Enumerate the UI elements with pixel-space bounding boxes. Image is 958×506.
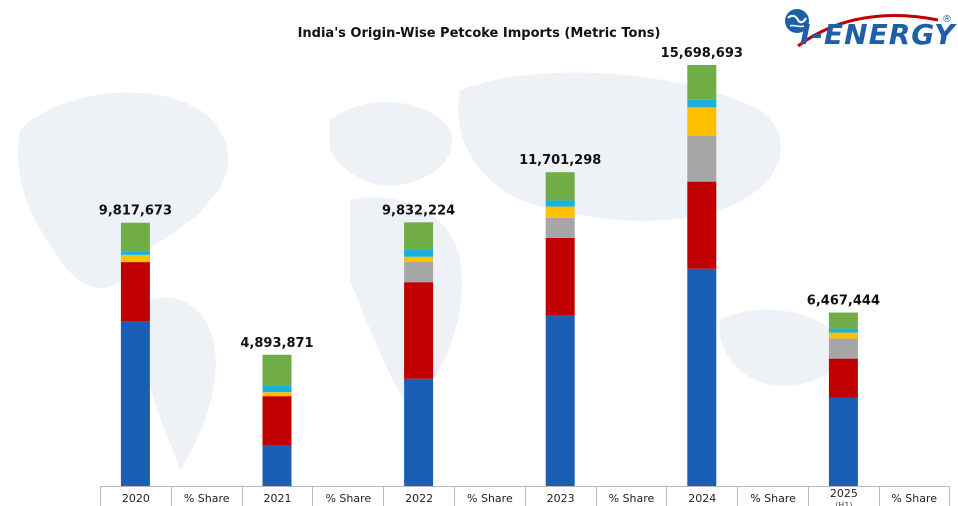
- registered-mark: ®: [942, 14, 952, 25]
- x-tick-label: 2023: [524, 487, 596, 506]
- bar-segment-2022-s1: [404, 378, 434, 486]
- bar-segment-2023-s5: [545, 200, 575, 207]
- x-tick-text: 2024: [688, 492, 717, 505]
- x-tick-label: % Share: [170, 487, 242, 506]
- total-label-2022: 9,832,224: [382, 203, 455, 218]
- x-tick-text: 2025: [829, 487, 858, 500]
- bar-segment-2025-s3: [828, 338, 858, 359]
- bar-segment-2024-s2: [687, 181, 717, 269]
- x-tick-label: 2024: [666, 487, 737, 506]
- x-tick-label: % Share: [312, 487, 383, 506]
- bar-segment-2022-s4: [404, 256, 434, 263]
- bar-segment-2023-s6: [545, 172, 575, 201]
- bar-segment-2025-s4: [828, 332, 858, 339]
- total-label-2023: 11,701,298: [519, 153, 601, 168]
- bar-segment-2024-s5: [687, 99, 717, 108]
- bar-segment-2024-s6: [687, 65, 717, 100]
- x-tick-text: % Share: [608, 492, 655, 505]
- bar-segment-2021-s4: [262, 392, 292, 397]
- bar-segment-2025-s2: [828, 358, 858, 398]
- total-label-2025: 6,467,444: [807, 294, 880, 309]
- x-tick-text: 2023: [546, 492, 575, 505]
- chart-title: India's Origin-Wise Petcoke Imports (Met…: [297, 26, 661, 41]
- x-tick-text: % Share: [891, 492, 938, 505]
- total-label-2020: 9,817,673: [99, 204, 172, 219]
- logo-swoosh: [797, 14, 939, 48]
- x-tick-text: 2020: [121, 492, 150, 505]
- bar-segment-2023-s4: [545, 206, 575, 218]
- bar-segment-2025-s6: [828, 312, 858, 329]
- x-tick-label: % Share: [595, 487, 667, 506]
- total-label-2021: 4,893,871: [240, 336, 313, 351]
- x-tick-text: % Share: [183, 492, 230, 505]
- x-tick-text: 2022: [405, 492, 434, 505]
- bar-segment-2021-s1: [262, 445, 292, 486]
- bar-segment-2022-s5: [404, 249, 434, 257]
- x-tick-label: % Share: [453, 487, 525, 506]
- bar-segment-2020-s1: [120, 321, 150, 486]
- bar-segment-2021-s2: [262, 396, 292, 446]
- x-tick-label: 2025 (H1): [807, 487, 879, 506]
- bar-segment-2020-s5: [120, 251, 150, 255]
- logo-text: I-ENERGY: [800, 18, 956, 51]
- i-energy-logo: I-ENERGY ®: [778, 6, 958, 66]
- x-tick-label: % Share: [878, 487, 950, 506]
- x-tick-subtext: (H1): [835, 501, 853, 506]
- x-tick-text: 2021: [263, 492, 292, 505]
- bar-segment-2024-s3: [687, 136, 717, 182]
- x-tick-text: % Share: [467, 492, 513, 505]
- bar-segment-2023-s2: [545, 237, 575, 316]
- bar-segment-2024-s1: [687, 268, 717, 486]
- x-tick-label: 2020: [100, 487, 171, 506]
- bar-segment-2020-s2: [120, 262, 150, 322]
- x-tick-text: % Share: [750, 492, 796, 505]
- bar-segment-2025-s5: [828, 328, 858, 333]
- x-axis: 2020 % Share 2021 % Share 2022 % Share 2023 % S…: [100, 486, 950, 506]
- globe-icon: [785, 9, 809, 33]
- bar-segment-2022-s3: [404, 262, 434, 283]
- bar-segment-2023-s1: [545, 315, 575, 486]
- bar-segment-2022-s6: [404, 222, 434, 250]
- x-tick-text: % Share: [325, 492, 372, 505]
- total-label-2024: 15,698,693: [661, 46, 743, 61]
- bar-segment-2021-s6: [262, 354, 292, 386]
- x-tick-label: 2021: [241, 487, 313, 506]
- bar-segment-2024-s4: [687, 107, 717, 137]
- bar-segment-2023-s3: [545, 217, 575, 238]
- x-tick-label: % Share: [737, 487, 808, 506]
- bar-segment-2022-s2: [404, 282, 434, 379]
- x-tick-label: 2022: [383, 487, 454, 506]
- bar-segment-2020-s6: [120, 222, 150, 252]
- bar-segment-2020-s4: [120, 254, 150, 263]
- bar-segment-2025-s1: [828, 397, 858, 486]
- bar-segment-2021-s5: [262, 385, 292, 393]
